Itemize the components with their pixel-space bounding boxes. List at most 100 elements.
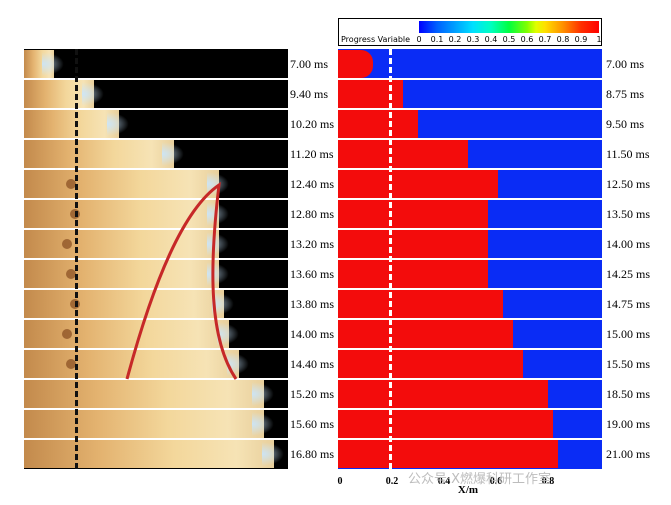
x-axis-tick: 0.2: [385, 476, 399, 487]
soot-spot: [62, 239, 72, 249]
time-label: 7.00 ms: [290, 57, 329, 71]
experimental-frame: [24, 140, 288, 168]
time-label: 15.60 ms: [290, 417, 335, 431]
colorbar-tick: 1: [596, 35, 602, 44]
simulation-frame: [338, 410, 602, 438]
time-label: 7.00 ms: [606, 57, 645, 71]
burned-region: [338, 110, 418, 138]
simulation-frame: [338, 200, 602, 228]
colorbar-gradient: [419, 21, 599, 33]
frame-divider: [338, 138, 602, 140]
flame-region: [24, 410, 274, 438]
time-label: 11.50 ms: [606, 147, 650, 161]
experimental-frame: [24, 380, 288, 408]
burned-region: [338, 290, 503, 318]
soot-spot: [66, 269, 76, 279]
experimental-frame: [24, 410, 288, 438]
time-label: 16.80 ms: [290, 447, 335, 461]
time-label: 15.50 ms: [606, 357, 651, 371]
frame-divider: [24, 78, 288, 80]
time-label: 15.00 ms: [606, 327, 651, 341]
frame-divider: [338, 258, 602, 260]
burned-region: [338, 170, 498, 198]
simulation-frame: [338, 350, 602, 378]
time-label: 14.25 ms: [606, 267, 651, 281]
frame-divider: [24, 108, 288, 110]
right-reference-dashed-line: [389, 49, 392, 469]
time-label: 8.75 ms: [606, 87, 645, 101]
burned-region: [338, 80, 403, 108]
colorbar-tick: 0.1: [430, 35, 444, 44]
experimental-frame: [24, 290, 288, 318]
frame-divider: [338, 438, 602, 440]
burned-region: [338, 320, 513, 348]
time-label: 9.40 ms: [290, 87, 329, 101]
simulation-frame: [338, 320, 602, 348]
flame-region: [24, 80, 104, 108]
frame-divider: [338, 348, 602, 350]
soot-spot: [66, 179, 76, 189]
time-label: 14.75 ms: [606, 297, 651, 311]
time-label: 12.80 ms: [290, 207, 335, 221]
time-label: 19.00 ms: [606, 417, 651, 431]
flame-region: [24, 170, 229, 198]
x-axis-label: X/m: [457, 484, 479, 496]
x-axis-tick: 0.8: [541, 476, 555, 487]
simulation-frame: [338, 110, 602, 138]
time-label: 9.50 ms: [606, 117, 645, 131]
simulation-panel: [338, 49, 602, 469]
burned-region: [338, 380, 548, 408]
colorbar-tick: 0.6: [520, 35, 534, 44]
time-label: 14.40 ms: [290, 357, 335, 371]
frame-divider: [338, 108, 602, 110]
experimental-frame: [24, 80, 288, 108]
time-label: 11.20 ms: [290, 147, 334, 161]
simulation-frame: [338, 230, 602, 258]
frame-divider: [24, 348, 288, 350]
frame-divider: [338, 408, 602, 410]
time-label: 13.50 ms: [606, 207, 651, 221]
colorbar-tick: 0.9: [574, 35, 588, 44]
burned-region: [338, 260, 488, 288]
burned-region: [338, 200, 488, 228]
frame-divider: [24, 138, 288, 140]
flame-region: [24, 230, 229, 258]
colorbar-legend: Progress Variable 0 0.1 0.2 0.3 0.4 0.5 0.6 0.7…: [338, 18, 602, 46]
experimental-frame: [24, 230, 288, 258]
time-label: 14.00 ms: [290, 327, 335, 341]
x-axis-tick: 0.6: [489, 476, 503, 487]
time-label: 12.40 ms: [290, 177, 335, 191]
frame-divider: [338, 318, 602, 320]
time-label: 13.80 ms: [290, 297, 335, 311]
colorbar-tick: 0.3: [466, 35, 480, 44]
experimental-frame: [24, 50, 288, 78]
colorbar-tick: 0.5: [502, 35, 516, 44]
burned-region: [338, 350, 523, 378]
time-label: 13.20 ms: [290, 237, 335, 251]
colorbar-tick: 0.4: [484, 35, 498, 44]
time-label: 18.50 ms: [606, 387, 651, 401]
simulation-frame: [338, 440, 602, 468]
frame-divider: [338, 198, 602, 200]
simulation-frame: [338, 50, 602, 78]
frame-divider: [24, 168, 288, 170]
flame-region: [24, 440, 284, 468]
simulation-frame: [338, 290, 602, 318]
time-label: 21.00 ms: [606, 447, 651, 461]
left-reference-dashed-line: [75, 49, 78, 469]
watermark-text: 公众号·X燃爆科研工作室: [408, 472, 552, 487]
frame-divider: [24, 378, 288, 380]
x-axis-tick: 0: [337, 476, 343, 487]
flame-region: [24, 110, 129, 138]
frame-divider: [24, 318, 288, 320]
flame-front-curve: [125, 181, 238, 380]
simulation-frame: [338, 170, 602, 198]
simulation-frame: [338, 260, 602, 288]
simulation-frame: [338, 80, 602, 108]
flame-region: [24, 50, 64, 78]
time-label: 10.20 ms: [290, 117, 335, 131]
frame-divider: [24, 228, 288, 230]
colorbar-title: Progress Variable: [341, 35, 411, 44]
flame-region: [24, 290, 234, 318]
burned-region: [338, 140, 468, 168]
